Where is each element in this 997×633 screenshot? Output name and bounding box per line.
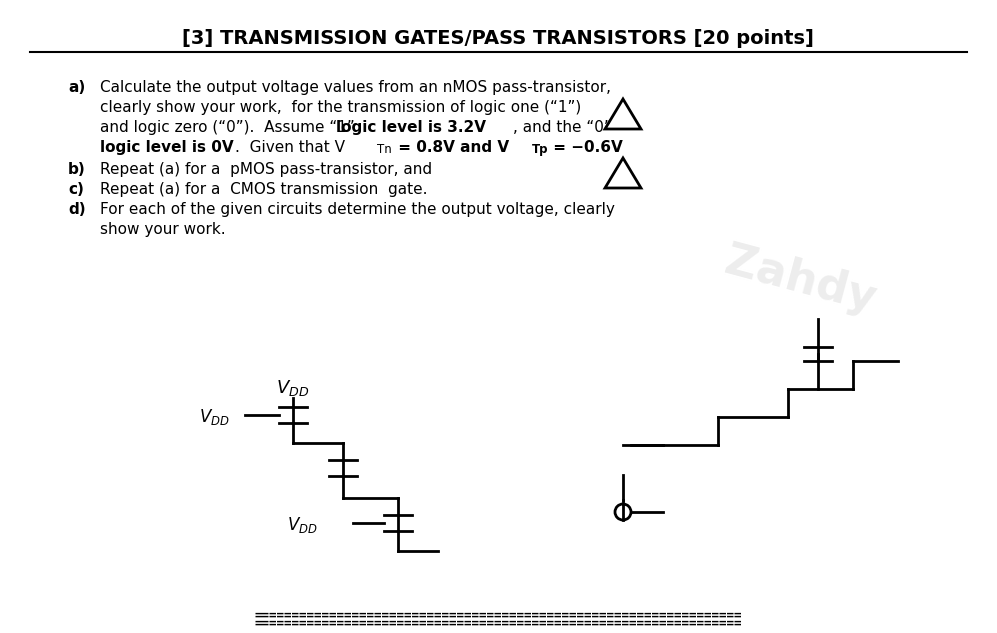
Text: clearly show your work,  for the transmission of logic one (“1”): clearly show your work, for the transmis… xyxy=(100,100,581,115)
Text: $V_{DD}$: $V_{DD}$ xyxy=(199,407,230,427)
Text: a): a) xyxy=(68,80,86,95)
Text: For each of the given circuits determine the output voltage, clearly: For each of the given circuits determine… xyxy=(100,202,615,217)
Text: =================================================================: ========================================… xyxy=(254,617,742,629)
Text: $V_{DD}$: $V_{DD}$ xyxy=(287,515,318,535)
Text: logic level is 3.2V: logic level is 3.2V xyxy=(336,120,486,135)
Text: and logic zero (“0”).  Assume “1”: and logic zero (“0”). Assume “1” xyxy=(100,120,365,135)
Text: = 0.8V and V: = 0.8V and V xyxy=(393,140,509,155)
Text: Zahdy: Zahdy xyxy=(720,239,880,321)
Text: show your work.: show your work. xyxy=(100,222,225,237)
Text: Tp: Tp xyxy=(532,143,548,156)
Text: c): c) xyxy=(68,182,84,197)
Text: Repeat (a) for a  pMOS pass-transistor, and: Repeat (a) for a pMOS pass-transistor, a… xyxy=(100,162,432,177)
Text: logic level is 0V: logic level is 0V xyxy=(100,140,233,155)
Text: Tn: Tn xyxy=(377,143,392,156)
Text: [3] TRANSMISSION GATES/PASS TRANSISTORS [20 points]: [3] TRANSMISSION GATES/PASS TRANSISTORS … xyxy=(182,28,814,47)
Text: = −0.6V: = −0.6V xyxy=(548,140,623,155)
Text: =================================================================: ========================================… xyxy=(254,608,742,622)
Text: Repeat (a) for a  CMOS transmission  gate.: Repeat (a) for a CMOS transmission gate. xyxy=(100,182,428,197)
Text: b): b) xyxy=(68,162,86,177)
Text: $V_{DD}$: $V_{DD}$ xyxy=(276,378,310,398)
Text: Calculate the output voltage values from an nMOS pass-transistor,: Calculate the output voltage values from… xyxy=(100,80,611,95)
Text: .  Given that V: . Given that V xyxy=(235,140,345,155)
Text: d): d) xyxy=(68,202,86,217)
Text: , and the “0”: , and the “0” xyxy=(513,120,612,135)
